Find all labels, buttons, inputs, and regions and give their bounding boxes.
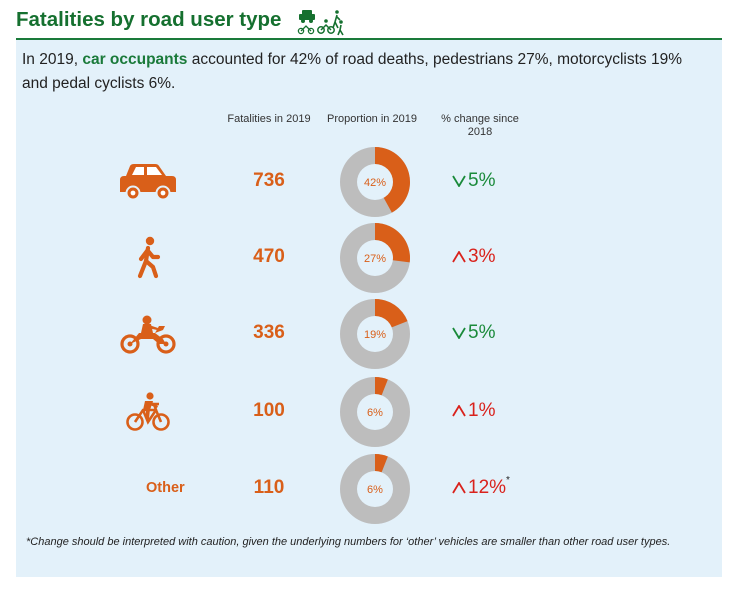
title-bar: Fatalities by road user type bbox=[16, 6, 722, 40]
change-footnote-marker: * bbox=[506, 475, 510, 486]
intro-highlight: car occupants bbox=[82, 51, 188, 68]
donut-label: 19% bbox=[364, 329, 386, 341]
footnote: *Change should be interpreted with cauti… bbox=[26, 536, 671, 548]
header-proportion: Proportion in 2019 bbox=[327, 113, 417, 125]
donut-label: 42% bbox=[364, 177, 386, 189]
donut-label: 6% bbox=[367, 484, 383, 496]
road-users-icon bbox=[297, 10, 344, 36]
page-title: Fatalities by road user type bbox=[16, 8, 282, 31]
car-icon bbox=[118, 163, 178, 206]
change-text: 3% bbox=[468, 246, 496, 267]
change-value: 5% bbox=[452, 322, 495, 344]
down-chevron-icon bbox=[452, 175, 466, 188]
bicycle-icon bbox=[126, 392, 170, 437]
pedestrian-icon bbox=[133, 236, 163, 285]
proportion-donut: 27% bbox=[340, 223, 410, 293]
intro-post: accounted for 42% of road deaths, pedest… bbox=[22, 51, 682, 92]
change-value: 3% bbox=[452, 246, 495, 268]
change-text: 1% bbox=[468, 400, 496, 421]
header-fatalities: Fatalities in 2019 bbox=[227, 113, 311, 125]
donut-hole bbox=[357, 164, 393, 200]
up-chevron-icon bbox=[452, 404, 466, 417]
motorcycle-icon bbox=[119, 314, 177, 359]
fatalities-value: 736 bbox=[253, 170, 285, 191]
fatalities-value: 100 bbox=[253, 400, 285, 421]
donut-hole bbox=[357, 394, 393, 430]
change-text: 5% bbox=[468, 170, 496, 191]
up-chevron-icon bbox=[452, 250, 466, 263]
change-text: 5% bbox=[468, 322, 496, 343]
donut-hole bbox=[357, 316, 393, 352]
fatalities-value: 470 bbox=[253, 246, 285, 267]
intro-pre: In 2019, bbox=[22, 51, 83, 68]
donut-hole bbox=[357, 240, 393, 276]
header-change: % change since 2018 bbox=[441, 113, 519, 138]
change-value: 5% bbox=[452, 170, 495, 192]
proportion-donut: 19% bbox=[340, 299, 410, 369]
intro-text: In 2019, car occupants accounted for 42%… bbox=[22, 48, 712, 96]
change-text: 12% bbox=[468, 477, 507, 498]
donut-hole bbox=[357, 471, 393, 507]
proportion-donut: 42% bbox=[340, 147, 410, 217]
down-chevron-icon bbox=[452, 327, 466, 340]
fatalities-value: 336 bbox=[253, 322, 285, 343]
fatalities-value: 110 bbox=[253, 477, 285, 498]
proportion-donut: 6% bbox=[340, 454, 410, 524]
up-chevron-icon bbox=[452, 481, 466, 494]
row-label: Other bbox=[146, 480, 185, 496]
proportion-donut: 6% bbox=[340, 377, 410, 447]
change-value: 12%* bbox=[452, 475, 510, 499]
content-panel: In 2019, car occupants accounted for 42%… bbox=[16, 40, 722, 577]
change-value: 1% bbox=[452, 400, 495, 422]
donut-label: 6% bbox=[367, 407, 383, 419]
donut-label: 27% bbox=[364, 253, 386, 265]
